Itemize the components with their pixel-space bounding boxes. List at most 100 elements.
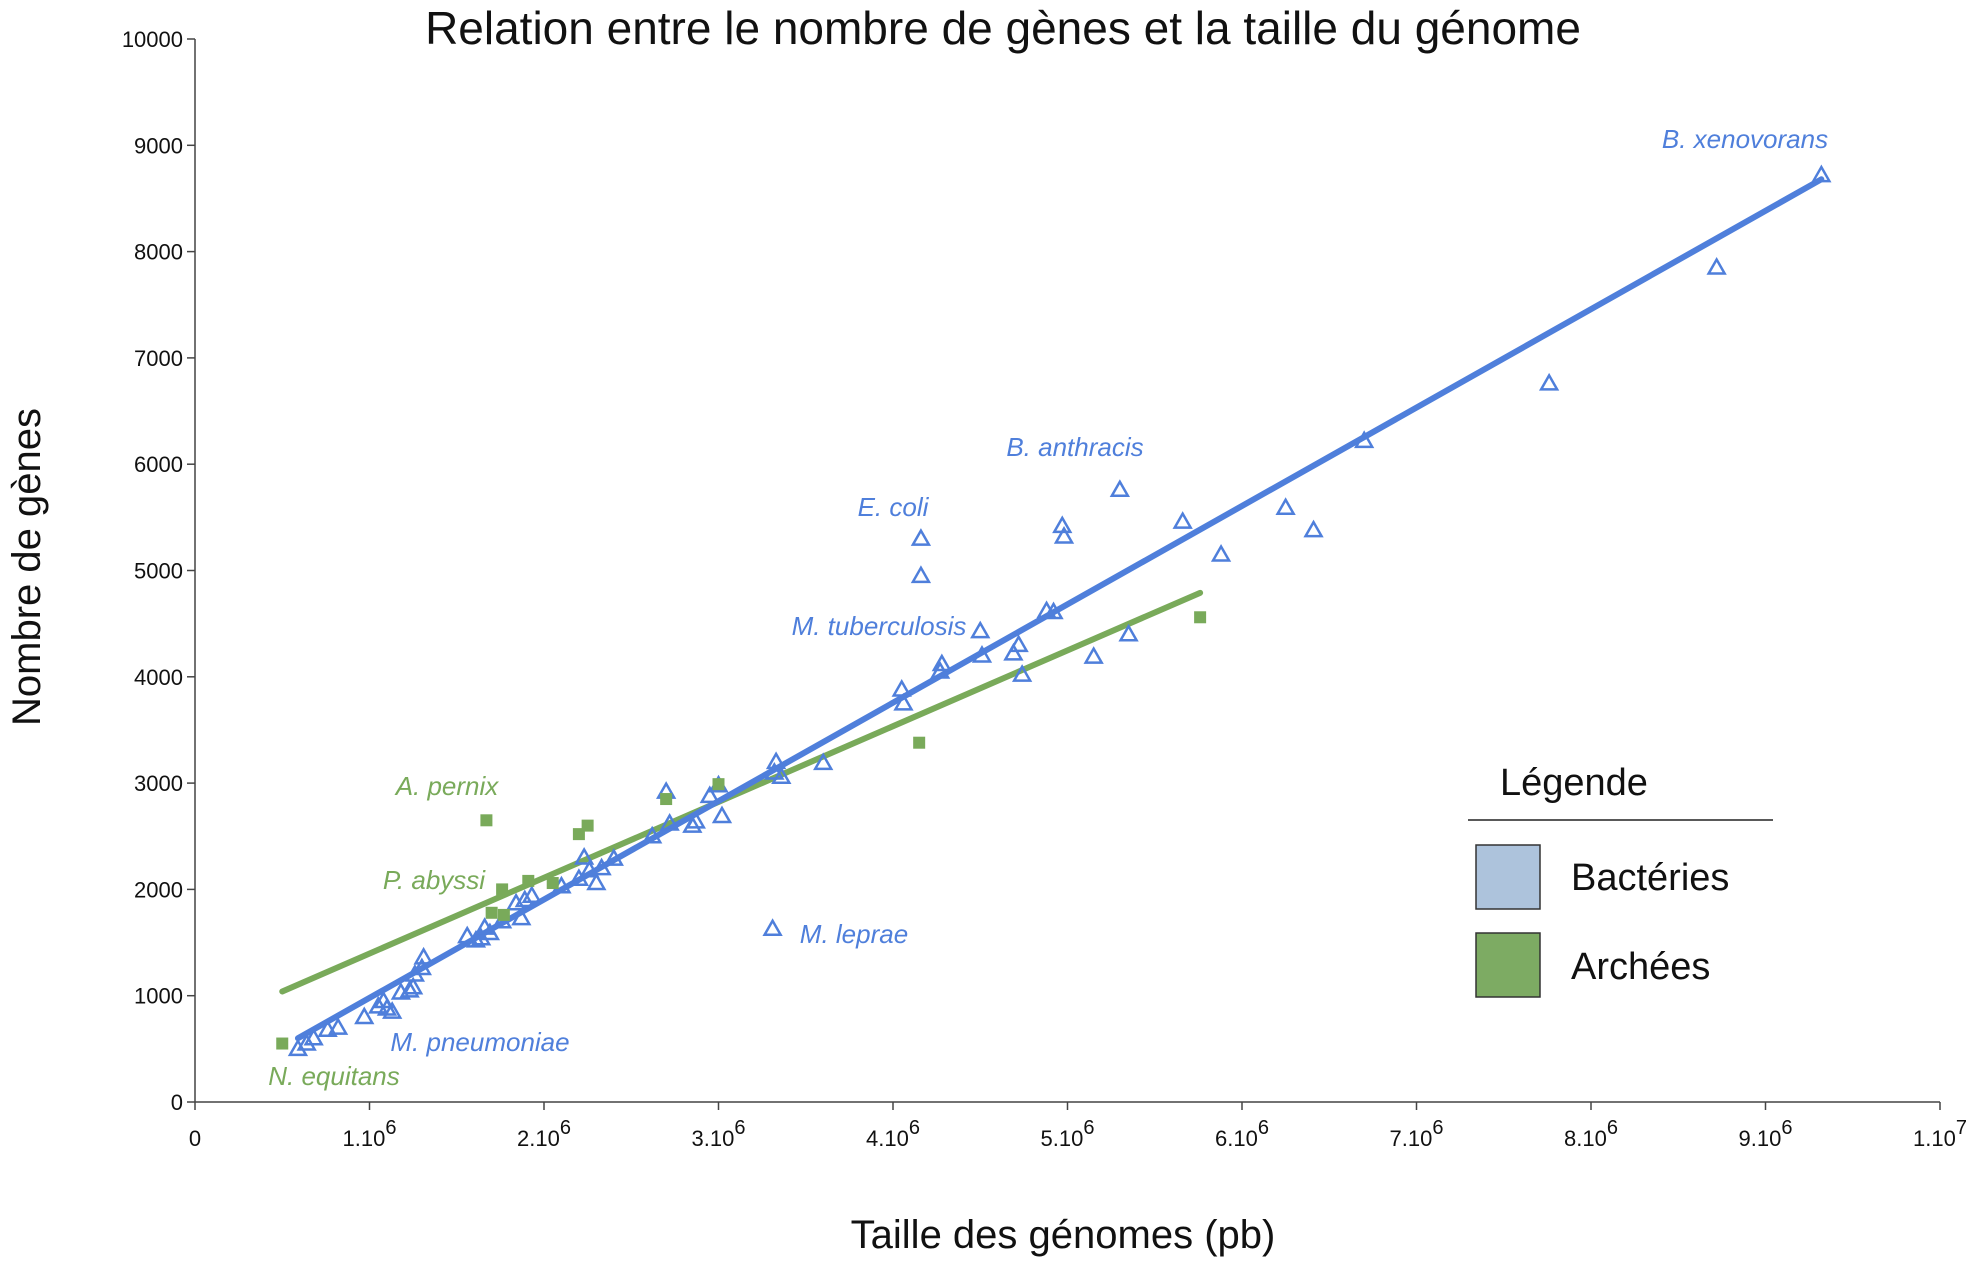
data-point-bacteries bbox=[642, 825, 663, 844]
x-tick-label: 0 bbox=[189, 1126, 201, 1151]
data-point-bacteries bbox=[579, 859, 600, 878]
data-point-bacteries bbox=[382, 1001, 403, 1019]
data-point-bacteries bbox=[1011, 664, 1033, 682]
data-point-bacteries bbox=[1118, 623, 1139, 642]
data-point-archees bbox=[480, 814, 493, 827]
y-tick-label: 9000 bbox=[134, 133, 183, 158]
x-tick-label: 2.106 bbox=[517, 1117, 571, 1151]
data-point-bacteries bbox=[685, 810, 706, 829]
trendline-bacteries bbox=[294, 176, 1825, 1042]
data-point-archees bbox=[496, 883, 509, 896]
data-point-bacteries bbox=[303, 1027, 324, 1046]
data-point-bacteries bbox=[931, 653, 953, 672]
x-tick-label: 3.106 bbox=[692, 1117, 746, 1151]
axes: 0 1000 2000 3000 4000 5000 6000 7000 8000 9000 100… bbox=[122, 27, 1967, 1151]
y-tick-label: 7000 bbox=[134, 346, 183, 371]
x-tick-label: 9.106 bbox=[1739, 1117, 1793, 1151]
data-point-bacteries bbox=[891, 679, 912, 697]
data-point-bacteries bbox=[893, 692, 914, 711]
trendlines bbox=[279, 176, 1825, 1042]
x-tick-label: 7.106 bbox=[1390, 1117, 1444, 1151]
data-point-archees bbox=[712, 778, 725, 791]
data-point-bacteries bbox=[1043, 601, 1064, 620]
chart-title: Relation entre le nombre de gènes et la … bbox=[425, 2, 1581, 54]
annotation-p-abyssi: P. abyssi bbox=[383, 865, 486, 895]
y-tick-label: 1000 bbox=[134, 984, 183, 1009]
annotation-e-coli: E. coli bbox=[858, 492, 930, 522]
y-tick-label: 5000 bbox=[134, 559, 183, 584]
data-point-archees bbox=[522, 874, 535, 887]
data-point-bacteries bbox=[511, 907, 532, 926]
data-point-bacteries bbox=[762, 918, 783, 936]
y-axis-title: Nombre de gènes bbox=[5, 408, 49, 726]
data-point-bacteries bbox=[586, 872, 607, 891]
data-point-bacteries bbox=[1172, 511, 1193, 529]
data-point-bacteries bbox=[514, 889, 535, 908]
data-point-archees bbox=[913, 736, 926, 749]
data-point-bacteries bbox=[970, 620, 991, 639]
data-point-bacteries bbox=[465, 929, 487, 948]
data-point-bacteries bbox=[910, 528, 932, 546]
data-point-bacteries bbox=[296, 1033, 317, 1051]
data-point-bacteries bbox=[573, 846, 595, 865]
data-point-bacteries bbox=[411, 957, 433, 976]
data-point-bacteries bbox=[1538, 372, 1560, 391]
legend-swatch-bacteries bbox=[1475, 844, 1541, 910]
data-point-bacteries bbox=[568, 868, 590, 887]
data-point-bacteries bbox=[457, 925, 478, 944]
y-tick-label: 8000 bbox=[134, 240, 183, 265]
x-tick-label: 6.106 bbox=[1215, 1117, 1269, 1151]
legend-swatch-archees bbox=[1475, 932, 1541, 998]
x-tick-label: 4.106 bbox=[866, 1117, 920, 1151]
data-point-bacteries bbox=[413, 946, 434, 965]
data-point-bacteries bbox=[1210, 544, 1232, 562]
data-point-archees bbox=[660, 793, 673, 806]
data-point-bacteries bbox=[1303, 519, 1324, 538]
data-point-bacteries bbox=[1353, 430, 1375, 449]
y-tick-label: 4000 bbox=[134, 665, 183, 690]
data-point-archees bbox=[1194, 611, 1207, 624]
data-point-archees bbox=[581, 819, 594, 832]
data-point-bacteries bbox=[1706, 257, 1727, 275]
data-point-bacteries bbox=[399, 979, 420, 998]
legend-label-archees: Archées bbox=[1571, 946, 1710, 988]
data-point-bacteries bbox=[771, 766, 792, 784]
annotation-b-xenovorans: B. xenovorans bbox=[1662, 124, 1828, 154]
annotation-m-leprae: M. leprae bbox=[800, 919, 908, 949]
y-tick-label: 2000 bbox=[134, 877, 183, 902]
trendline-archees bbox=[279, 589, 1204, 995]
annotation-m-tuberculosis: M. tuberculosis bbox=[792, 611, 967, 641]
data-point-bacteries bbox=[471, 927, 492, 946]
legend-title: Légende bbox=[1500, 762, 1648, 804]
data-point-archees bbox=[276, 1037, 289, 1050]
data-point-bacteries bbox=[479, 922, 501, 941]
y-tick-label: 6000 bbox=[134, 452, 183, 477]
data-point-archees bbox=[546, 877, 559, 890]
data-point-bacteries bbox=[711, 805, 733, 824]
annotation-b-anthracis: B. anthracis bbox=[1006, 432, 1143, 462]
x-tick-label: 5.106 bbox=[1041, 1117, 1095, 1151]
data-point-bacteries bbox=[1053, 525, 1075, 544]
data-point-bacteries bbox=[1109, 479, 1131, 497]
legend-label-bacteries: Bactéries bbox=[1571, 857, 1729, 899]
x-tick-label: 1.106 bbox=[343, 1117, 397, 1151]
x-tick-label: 1.107 bbox=[1913, 1117, 1967, 1151]
legend: Légende Bactéries Archées bbox=[1468, 762, 1773, 998]
y-tick-label: 0 bbox=[171, 1090, 183, 1115]
data-point-bacteries bbox=[971, 645, 993, 663]
annotation-a-pernix: A. pernix bbox=[394, 771, 500, 801]
x-tick-label: 8.106 bbox=[1564, 1117, 1618, 1151]
data-point-bacteries bbox=[1003, 642, 1024, 661]
y-tick-label: 3000 bbox=[134, 771, 183, 796]
data-point-bacteries bbox=[659, 812, 680, 831]
data-point-bacteries bbox=[603, 848, 624, 866]
data-point-bacteries bbox=[1275, 497, 1296, 516]
data-point-bacteries bbox=[368, 995, 389, 1014]
y-tick-label: 10000 bbox=[122, 27, 183, 52]
data-point-bacteries bbox=[910, 565, 932, 584]
data-point-bacteries bbox=[1811, 164, 1832, 183]
data-point-archees bbox=[485, 906, 498, 919]
annotation-n-equitans: N. equitans bbox=[268, 1061, 400, 1091]
data-points bbox=[276, 164, 1832, 1057]
